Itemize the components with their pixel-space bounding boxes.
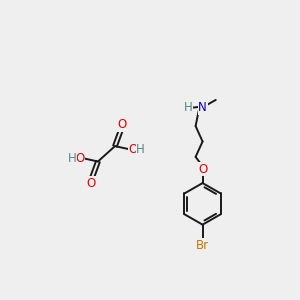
Text: N: N bbox=[198, 101, 207, 114]
Text: O: O bbox=[117, 118, 127, 131]
Text: O: O bbox=[128, 143, 137, 156]
Text: O: O bbox=[86, 177, 96, 190]
Text: O: O bbox=[76, 152, 85, 165]
Text: O: O bbox=[198, 163, 207, 176]
Text: Br: Br bbox=[196, 239, 209, 252]
Text: H: H bbox=[136, 143, 145, 156]
Text: H: H bbox=[68, 152, 77, 165]
Text: H: H bbox=[184, 101, 192, 114]
